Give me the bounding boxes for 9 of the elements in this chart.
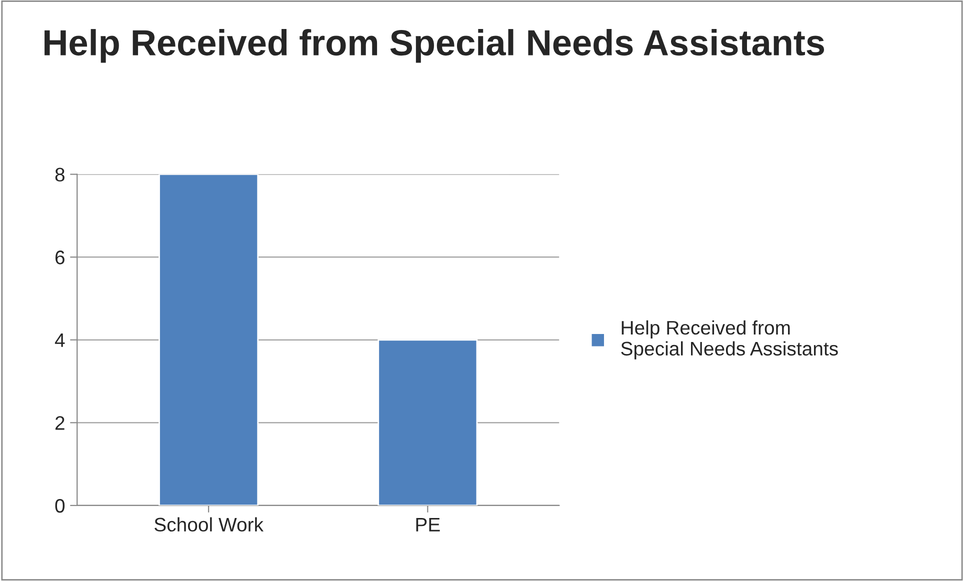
y-tick-label: 2 [55,416,64,430]
y-tick-label: 6 [55,250,64,264]
y-tick-label: 8 [55,168,64,182]
chart-title: Help Received from Special Needs Assistants [44,29,824,63]
y-tick-label: 0 [55,498,65,513]
x-tick-label: School Work [154,517,264,532]
y-tick-label: 4 [54,334,65,347]
legend-label: Help Received from Special Needs Assistants [621,320,838,360]
x-tick-label: PE [416,518,440,532]
